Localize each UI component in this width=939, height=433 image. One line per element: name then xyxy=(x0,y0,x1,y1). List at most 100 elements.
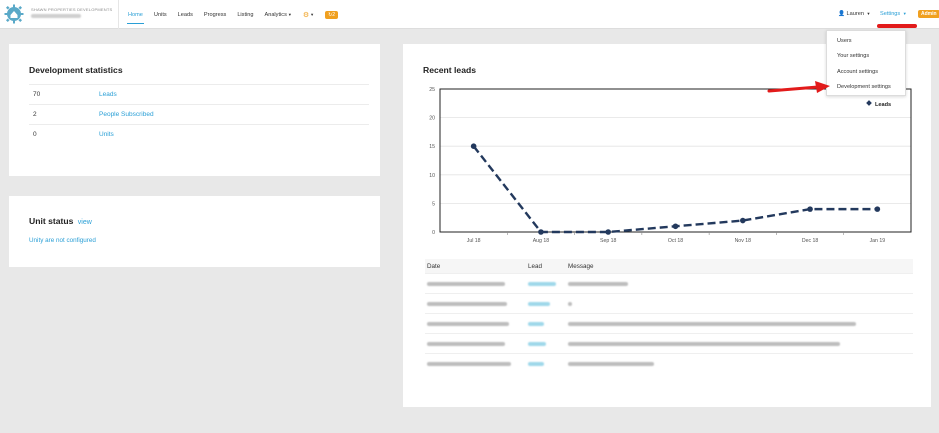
notification-icon: ↻ xyxy=(328,11,333,18)
units-not-configured-link[interactable]: Unity are not configured xyxy=(29,237,96,244)
menu-item-account-settings[interactable]: Account settings xyxy=(837,69,879,75)
unit-status-panel: Unit status view Unity are not configure… xyxy=(9,196,380,267)
redacted-message xyxy=(568,302,572,306)
y-tick-label: 15 xyxy=(429,144,435,150)
redacted-lead xyxy=(528,282,556,286)
stat-row: 70 Leads xyxy=(29,84,369,104)
nav-home[interactable]: Home xyxy=(127,0,144,29)
brand-subtitle-redacted xyxy=(31,14,81,18)
redacted-date xyxy=(427,342,505,346)
legend-marker xyxy=(866,100,872,106)
chevron-down-icon: ▼ xyxy=(866,11,871,16)
y-tick-label: 10 xyxy=(429,173,435,179)
table-row[interactable] xyxy=(425,313,913,333)
gear-menu[interactable]: ⚙ ▼ xyxy=(303,0,314,29)
table-row[interactable] xyxy=(425,293,913,313)
main-nav: Home Units Leads Progress Listing Analyt… xyxy=(127,0,339,29)
stat-link-leads[interactable]: Leads xyxy=(99,91,117,98)
x-tick-label: Aug 18 xyxy=(533,238,550,244)
company-logo-icon[interactable] xyxy=(4,4,24,24)
redacted-message xyxy=(568,342,840,346)
redacted-date xyxy=(427,302,507,306)
user-name: Lauren xyxy=(846,11,864,17)
data-point xyxy=(807,206,813,212)
redacted-message xyxy=(568,282,628,286)
admin-badge[interactable]: Admin xyxy=(918,10,939,18)
redacted-lead xyxy=(528,302,550,306)
x-tick-label: Dec 18 xyxy=(802,238,819,244)
x-tick-label: Sep 18 xyxy=(600,238,617,244)
stat-value: 70 xyxy=(33,91,41,98)
menu-item-users[interactable]: Users xyxy=(837,38,852,44)
stat-value: 2 xyxy=(33,111,37,118)
nav-progress[interactable]: Progress xyxy=(203,11,227,18)
recent-leads-panel: Recent leads 0 5 10 15 20 25 Jul 18 Aug 18 Sep … xyxy=(403,44,931,407)
notifications-button[interactable]: ↻2 xyxy=(325,0,339,29)
leads-series-line xyxy=(472,145,878,234)
stat-link-units[interactable]: Units xyxy=(99,131,114,138)
leads-line-chart: 0 5 10 15 20 25 Jul 18 Aug 18 Sep 18 Oct 18 Nov 1… xyxy=(429,87,912,244)
settings-highlight-annotation xyxy=(877,24,917,28)
x-tick-label: Jul 18 xyxy=(467,238,481,244)
notification-count: 2 xyxy=(332,11,336,18)
panel-title: Development statistics xyxy=(29,65,123,75)
unit-status-title: Unit status xyxy=(29,216,74,226)
view-link[interactable]: view xyxy=(77,219,92,226)
col-lead: Lead xyxy=(528,263,543,270)
data-point xyxy=(605,229,612,235)
y-tick-label: 25 xyxy=(429,87,435,93)
data-point xyxy=(538,229,544,235)
x-tick-label: Oct 18 xyxy=(668,238,683,244)
plot-frame xyxy=(439,88,912,233)
development-statistics-panel: Development statistics xyxy=(9,44,380,176)
redacted-date xyxy=(427,362,511,366)
legend-label: Leads xyxy=(875,102,891,108)
menu-item-your-settings[interactable]: Your settings xyxy=(837,53,870,59)
chevron-down-icon: ▼ xyxy=(310,12,315,17)
leads-table-header: Date Lead Message xyxy=(425,259,913,273)
stat-row: 2 People Subscribed xyxy=(29,104,369,124)
col-date: Date xyxy=(427,263,441,270)
nav-units[interactable]: Units xyxy=(153,11,167,18)
settings-menu-button[interactable]: Settings ▼ xyxy=(880,11,907,17)
chevron-down-icon: ▼ xyxy=(287,12,292,17)
data-point xyxy=(874,206,881,212)
brand-name: SHAWN PROPERTIES DEVELOPMENTS xyxy=(31,7,113,12)
notification-badge: ↻2 xyxy=(325,10,339,19)
redacted-lead xyxy=(528,362,544,366)
nav-divider xyxy=(118,0,119,29)
col-message: Message xyxy=(568,263,594,270)
redacted-message xyxy=(568,322,856,326)
user-icon: 👤 xyxy=(838,11,845,17)
x-tick-label: Jan 19 xyxy=(870,238,886,244)
settings-dropdown-menu: Users Your settings Account settings Dev… xyxy=(826,30,906,96)
gear-icon: ⚙ xyxy=(302,11,310,19)
chart-legend: Leads xyxy=(866,100,891,108)
y-tick-label: 5 xyxy=(432,201,435,207)
top-navbar: SHAWN PROPERTIES DEVELOPMENTS Home Units… xyxy=(0,0,939,29)
chevron-down-icon: ▼ xyxy=(902,11,907,16)
redacted-date xyxy=(427,282,505,286)
stat-link-people-subscribed[interactable]: People Subscribed xyxy=(99,111,154,118)
panel-title: Unit status view xyxy=(29,216,92,226)
nav-listing[interactable]: Listing xyxy=(237,11,254,18)
data-point xyxy=(470,143,477,149)
redacted-lead xyxy=(528,322,544,326)
nav-analytics[interactable]: Analytics ▼ xyxy=(264,0,291,29)
stat-value: 0 xyxy=(33,131,37,138)
redacted-date xyxy=(427,322,509,326)
menu-item-development-settings[interactable]: Development settings xyxy=(837,84,891,90)
table-row[interactable] xyxy=(425,273,913,293)
user-menu[interactable]: 👤 Lauren ▼ xyxy=(838,11,870,17)
data-point xyxy=(739,217,746,224)
settings-label: Settings xyxy=(880,11,901,17)
table-row[interactable] xyxy=(425,333,913,353)
panel-title: Recent leads xyxy=(423,65,477,75)
y-tick-label: 20 xyxy=(429,116,435,122)
redacted-message xyxy=(568,362,654,366)
y-tick-label: 0 xyxy=(432,230,435,236)
nav-leads[interactable]: Leads xyxy=(177,11,193,18)
nav-analytics-label: Analytics xyxy=(264,11,287,18)
data-point xyxy=(672,223,679,230)
table-row[interactable] xyxy=(425,353,913,373)
